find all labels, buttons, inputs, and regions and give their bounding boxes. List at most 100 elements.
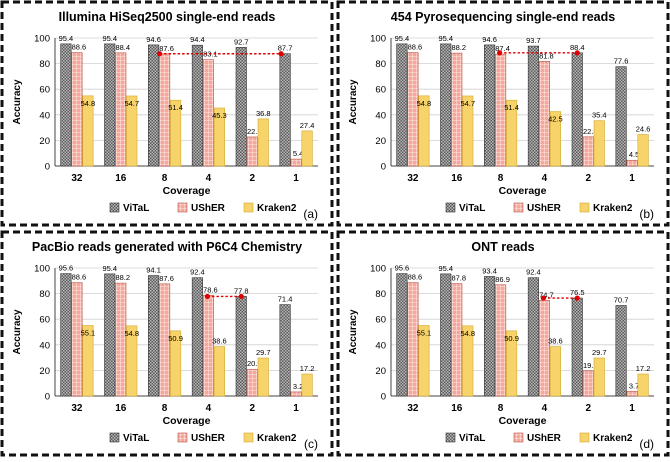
kraken2-bar [549, 346, 561, 397]
x-tick-label: 4 [206, 403, 212, 414]
kraken2-data-label: 38.6 [212, 337, 227, 346]
kraken2-legend-swatch [579, 432, 590, 443]
vital-bar [279, 304, 291, 397]
chart-title: ONT reads [471, 240, 534, 254]
y-tick-label: 60 [375, 85, 386, 96]
panel-label: (c) [304, 437, 318, 451]
y-tick-label: 60 [375, 315, 386, 326]
kraken2-data-label: 36.8 [256, 109, 271, 118]
vital-legend-swatch [109, 432, 120, 443]
kraken2-bar [213, 107, 225, 167]
usher-data-label: 4.5 [629, 150, 639, 159]
usher-data-label: 5.4 [293, 149, 303, 158]
kraken2-data-label: 38.6 [548, 337, 563, 346]
vital-legend-swatch [445, 432, 456, 443]
usher-bar [582, 370, 594, 397]
y-axis-label: Accuracy [12, 79, 23, 124]
kraken2-bar [301, 130, 313, 167]
y-tick-label: 40 [375, 340, 386, 351]
x-tick-label: 1 [629, 403, 635, 414]
x-tick-label: 32 [407, 403, 419, 414]
usher-legend-swatch [177, 432, 188, 443]
kraken2-bar [257, 118, 269, 167]
vital-bar [571, 297, 583, 397]
x-tick-label: 2 [249, 403, 255, 414]
kraken2-data-label: 54.8 [460, 329, 475, 338]
kraken2-data-label: 51.4 [168, 103, 183, 112]
vital-data-label: 76.5 [570, 288, 585, 297]
panel-b: 454 Pyrosequencing single-end reads 0 20 40… [336, 0, 670, 232]
usher-legend-label: UShER [191, 203, 226, 214]
y-tick-label: 20 [39, 366, 50, 377]
kraken2-bar [82, 325, 94, 397]
panel-label: (b) [639, 207, 654, 221]
y-tick-label: 40 [39, 340, 50, 351]
kraken2-data-label: 54.8 [81, 99, 96, 108]
vital-bar [148, 44, 160, 167]
vital-bar [148, 275, 160, 397]
vital-bar [527, 277, 539, 397]
y-axis-label: Accuracy [348, 309, 359, 354]
vital-bar [235, 296, 247, 397]
usher-bar [451, 283, 463, 397]
y-tick-label: 60 [39, 315, 50, 326]
usher-data-label: 78.6 [203, 285, 218, 294]
vital-bar [571, 52, 583, 167]
vital-data-label: 88.4 [570, 43, 585, 52]
vital-legend-label: ViTaL [123, 203, 149, 214]
x-tick-label: 32 [71, 173, 83, 184]
vital-bar [615, 305, 627, 397]
kraken2-legend-swatch [579, 202, 590, 213]
kraken2-data-label: 24.6 [636, 125, 651, 134]
usher-bar [626, 390, 638, 397]
x-tick-label: 2 [585, 173, 591, 184]
kraken2-bar [170, 330, 182, 397]
kraken2-bar [257, 357, 269, 397]
x-axis-label: Coverage [163, 415, 211, 427]
chart-3: PacBio reads generated with P6C4 Chemist… [0, 230, 334, 457]
usher-bar [246, 136, 258, 167]
panel-frame [0, 230, 334, 457]
usher-data-label: 87.4 [495, 44, 510, 53]
kraken2-data-label: 54.7 [124, 99, 139, 108]
usher-data-label: 20.9 [247, 359, 262, 368]
usher-data-label: 87.6 [159, 44, 174, 53]
vital-data-label: 92.4 [526, 268, 541, 277]
vital-data-label: 77.8 [234, 286, 249, 295]
y-tick-label: 40 [39, 110, 50, 121]
panel-label: (d) [639, 437, 654, 451]
kraken2-bar [170, 99, 182, 167]
usher-data-label: 22.8 [583, 127, 598, 136]
y-tick-label: 20 [375, 366, 386, 377]
vital-data-label: 94.6 [482, 35, 497, 44]
panel-frame [336, 230, 670, 457]
x-tick-label: 4 [542, 173, 548, 184]
kraken2-data-label: 50.9 [168, 334, 183, 343]
kraken2-data-label: 55.1 [81, 328, 96, 337]
usher-bar [407, 282, 419, 397]
vital-data-label: 95.6 [395, 264, 410, 273]
usher-data-label: 88.6 [72, 273, 87, 282]
vital-bar [396, 43, 408, 167]
vital-data-label: 92.4 [190, 268, 205, 277]
usher-bar [115, 282, 127, 397]
kraken2-legend-swatch [243, 202, 254, 213]
kraken2-data-label: 45.3 [212, 111, 227, 120]
y-tick-label: 60 [39, 85, 50, 96]
x-tick-label: 16 [451, 173, 463, 184]
y-axis-label: Accuracy [348, 79, 359, 124]
x-axis-label: Coverage [163, 185, 211, 197]
y-tick-label: 0 [381, 162, 386, 173]
usher-bar [451, 52, 463, 167]
kraken2-data-label: 54.7 [460, 99, 475, 108]
vital-data-label: 87.7 [278, 44, 293, 53]
vital-data-label: 94.1 [146, 266, 161, 275]
panel-label: (a) [303, 207, 318, 221]
panel-a: Illumina HiSeq2500 single-end reads 0 20 40… [0, 0, 334, 232]
vital-bar [527, 45, 539, 167]
kraken2-data-label: 17.2 [300, 364, 315, 373]
usher-legend-label: UShER [527, 433, 562, 444]
y-tick-label: 40 [375, 110, 386, 121]
usher-data-label: 3.2 [293, 382, 303, 391]
kraken2-bar [462, 95, 474, 167]
